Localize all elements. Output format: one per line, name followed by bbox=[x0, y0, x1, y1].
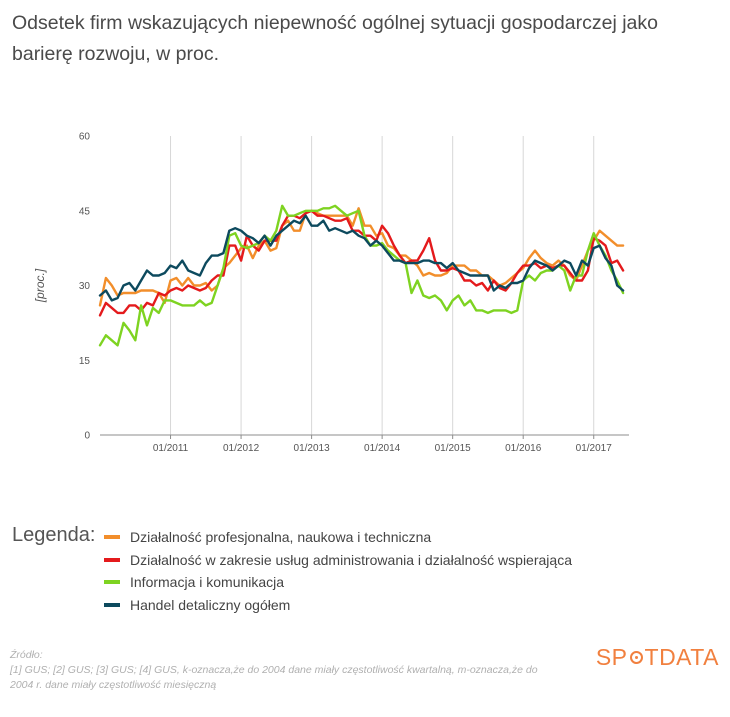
legend-title: Legenda: bbox=[12, 524, 96, 546]
legend-swatch bbox=[104, 580, 120, 585]
legend: Działalność profesjonalna, naukowa i tec… bbox=[104, 526, 572, 616]
series-line-2 bbox=[98, 209, 625, 317]
y-tick-label: 45 bbox=[79, 206, 91, 217]
legend-item: Działalność w zakresie usług administrow… bbox=[104, 549, 572, 572]
y-tick-label: 15 bbox=[79, 356, 91, 367]
x-tick-label: 01/2015 bbox=[435, 443, 472, 454]
source-line: [1] GUS; [2] GUS; [3] GUS; [4] GUS, k-oz… bbox=[10, 664, 538, 676]
legend-swatch bbox=[104, 535, 120, 540]
series-line-1 bbox=[98, 207, 625, 307]
x-tick-label: 01/2011 bbox=[153, 443, 189, 454]
legend-label: Działalność profesjonalna, naukowa i tec… bbox=[130, 529, 432, 546]
x-tick-label: 01/2014 bbox=[364, 443, 401, 454]
y-tick-label: 30 bbox=[79, 281, 91, 292]
logo-o-icon bbox=[629, 651, 643, 664]
logo-text-start: SP bbox=[595, 644, 628, 670]
x-tick-label: 01/2016 bbox=[505, 443, 542, 454]
logo-text-end: TDATA bbox=[644, 644, 719, 670]
legend-label: Działalność w zakresie usług administrow… bbox=[130, 551, 572, 568]
y-axis-label: [proc.] bbox=[33, 268, 47, 303]
series-line-4 bbox=[98, 214, 625, 302]
source-line: 2004 r. dane miały częstotliwość miesięc… bbox=[10, 679, 217, 691]
x-tick-label: 01/2012 bbox=[223, 443, 260, 454]
series-line-3 bbox=[98, 204, 625, 347]
x-tick-label: 01/2017 bbox=[576, 443, 613, 454]
chart-title: Odsetek firm wskazujących niepewność ogó… bbox=[12, 12, 658, 65]
y-tick-label: 60 bbox=[79, 132, 91, 143]
x-tick-label: 01/2013 bbox=[294, 443, 331, 454]
source-note: Źródło: [1] GUS; [2] GUS; [3] GUS; [4] G… bbox=[10, 648, 570, 693]
y-tick-label: 0 bbox=[84, 431, 90, 442]
legend-swatch bbox=[104, 557, 120, 562]
legend-item: Handel detaliczny ogółem bbox=[104, 594, 572, 617]
legend-item: Działalność profesjonalna, naukowa i tec… bbox=[104, 526, 572, 549]
legend-item: Informacja i komunikacja bbox=[104, 571, 572, 594]
source-line: Źródło: bbox=[10, 649, 43, 661]
legend-label: Informacja i komunikacja bbox=[130, 574, 285, 591]
legend-label: Handel detaliczny ogółem bbox=[130, 596, 291, 613]
legend-swatch bbox=[104, 602, 120, 607]
spotdata-logo: SP TDATA bbox=[596, 644, 719, 671]
